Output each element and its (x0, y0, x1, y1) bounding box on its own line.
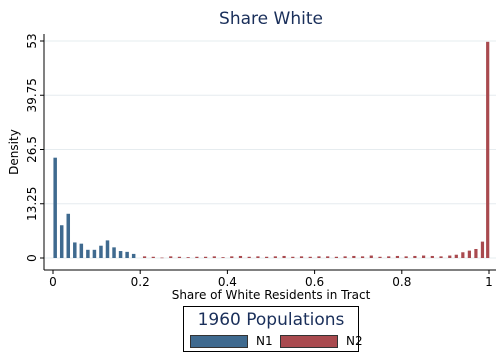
bar-n2 (404, 256, 408, 258)
x-axis-label: Share of White Residents in Tract (172, 288, 371, 302)
bar-n2 (195, 256, 199, 258)
bar-n1 (125, 251, 129, 258)
bar-n2 (343, 256, 347, 258)
bar-n2 (265, 256, 269, 258)
bar-n2 (273, 256, 277, 258)
y-tick-label: 13.25 (25, 187, 39, 221)
bar-n2 (212, 256, 216, 258)
bar-n2 (230, 256, 234, 258)
x-tick-label: 0.8 (392, 275, 411, 289)
y-tick-label: 53 (25, 33, 39, 48)
x-tick-label: 0 (49, 275, 57, 289)
y-tick-label: 0 (25, 254, 39, 262)
bar-n2 (395, 255, 400, 258)
bar-n1 (118, 251, 123, 258)
bar-n2 (204, 256, 208, 258)
legend-label-n2: N2 (346, 334, 363, 348)
bar-n2 (256, 256, 260, 258)
bar-n1 (105, 240, 110, 258)
bar-n2 (360, 256, 365, 258)
bar-n2 (486, 41, 490, 259)
bar-n2 (480, 241, 485, 258)
bar-n2 (454, 254, 458, 258)
bar-n2 (247, 256, 251, 258)
chart-title: Share White (219, 9, 323, 29)
bar-n2 (430, 255, 434, 258)
bar-n2 (369, 255, 373, 258)
bar-n2 (326, 256, 330, 258)
y-tick-label: 26.5 (25, 136, 39, 163)
bar-n1 (131, 253, 136, 258)
bar-n2 (282, 255, 286, 258)
bar-n2 (352, 255, 356, 258)
bar-n1 (59, 225, 64, 258)
legend-title: 1960 Populations (197, 310, 345, 330)
bar-n2 (291, 256, 295, 258)
bar-n2 (317, 256, 321, 258)
grid-lines (44, 40, 496, 259)
legend-label-n1: N1 (256, 334, 273, 348)
legend: 1960 Populations N1 N2 (183, 306, 363, 352)
bar-n1 (86, 249, 90, 258)
bar-n1 (79, 243, 84, 258)
bar-n1 (92, 249, 97, 258)
bar-n2 (413, 255, 417, 258)
bar-n1 (99, 245, 103, 258)
bar-n2 (474, 248, 478, 258)
bar-n2 (448, 255, 452, 258)
bar-n2 (422, 255, 426, 258)
bar-n2 (151, 256, 155, 258)
chart-svg: Share White 0 13.25 26.5 39.75 53 0 0.2 0.4 0.6… (7, 9, 496, 302)
bar-n2 (142, 256, 147, 258)
bar-n2 (387, 256, 391, 258)
x-tick-label: 0.2 (131, 275, 150, 289)
bar-n2 (186, 257, 190, 258)
bar-n2 (334, 256, 338, 258)
y-ticks: 0 13.25 26.5 39.75 53 (25, 33, 44, 262)
x-tick-label: 0.4 (218, 275, 237, 289)
bar-n2 (238, 255, 243, 258)
plot-area (44, 34, 496, 270)
bar-n1 (66, 213, 71, 258)
bar-n1 (53, 157, 57, 258)
bar-n2 (177, 256, 182, 258)
legend-swatch-n1 (190, 335, 248, 348)
x-tick-label: 0.6 (305, 275, 324, 289)
x-ticks: 0 0.2 0.4 0.6 0.8 1 (49, 270, 493, 289)
bars (53, 41, 490, 259)
y-axis-label: Density (7, 129, 21, 175)
bar-n1 (112, 247, 116, 258)
bar-n2 (467, 250, 471, 258)
y-tick-label: 39.75 (25, 78, 39, 112)
bar-n2 (308, 256, 312, 258)
legend-swatch-n2 (280, 335, 338, 348)
bar-n2 (439, 256, 443, 258)
bar-n2 (160, 257, 164, 259)
bar-n2 (461, 252, 465, 258)
x-tick-label: 1 (485, 275, 493, 289)
bar-n2 (299, 256, 304, 258)
bar-n2 (169, 256, 173, 258)
bar-n2 (378, 256, 382, 258)
bar-n2 (221, 257, 225, 258)
bar-n1 (73, 242, 77, 258)
